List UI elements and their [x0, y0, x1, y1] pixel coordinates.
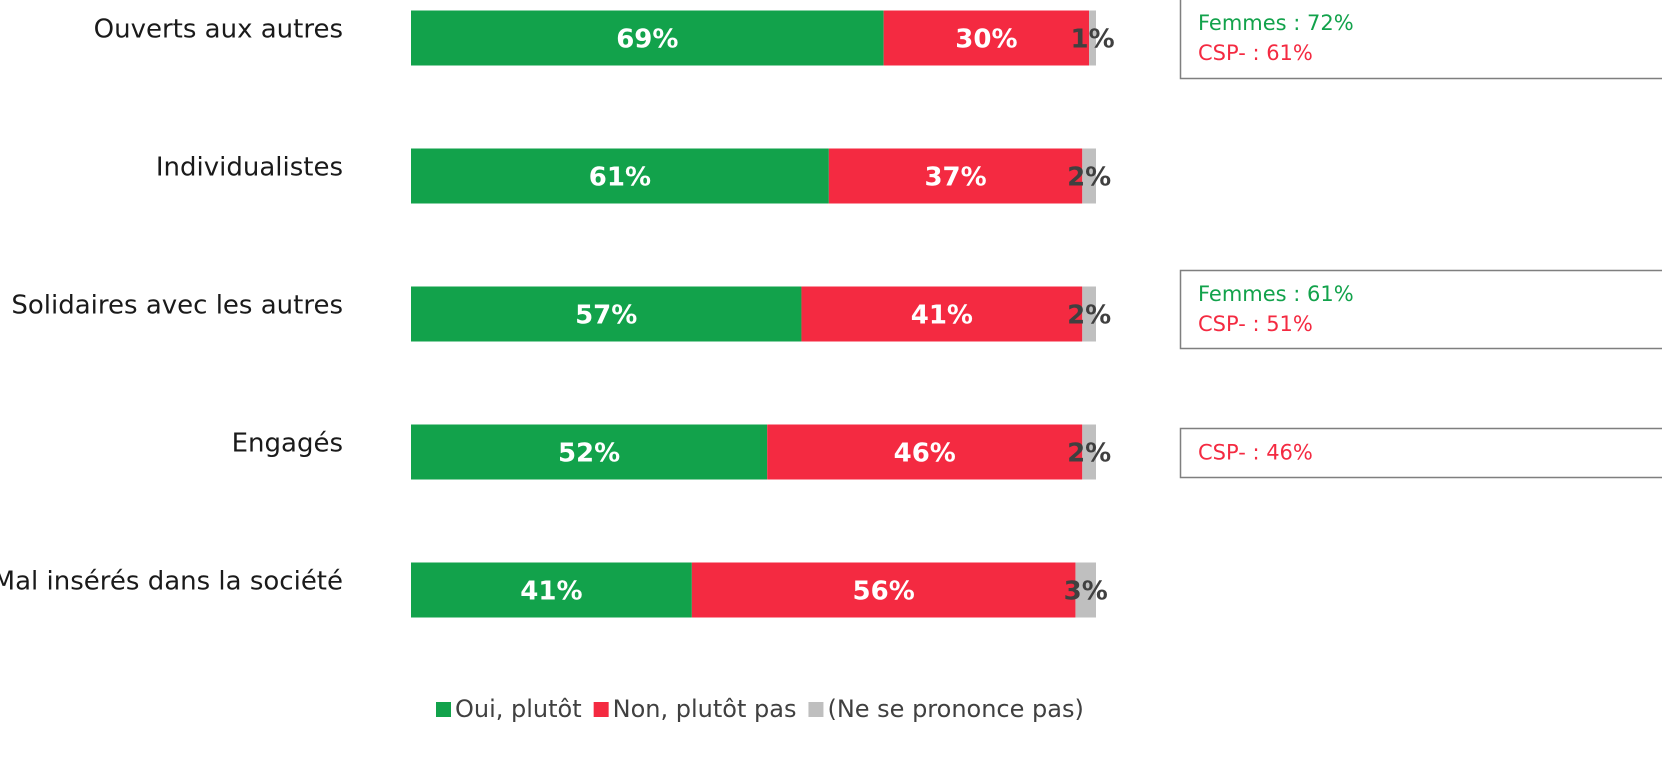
- annotation-box: [1179, 0, 1662, 80]
- bar-segment: [411, 286, 802, 342]
- value-label: 37%: [924, 163, 986, 193]
- bar-segment: [767, 424, 1083, 480]
- value-label: 69%: [616, 25, 678, 55]
- bar-segment: [1082, 424, 1096, 480]
- bar-segment: [691, 562, 1076, 618]
- value-label: 41%: [911, 301, 973, 331]
- bar-segment: [411, 424, 768, 480]
- bar-segment: [1082, 148, 1096, 204]
- bar-segment: [883, 10, 1090, 66]
- value-label: 56%: [853, 577, 915, 607]
- bar-segment: [411, 562, 692, 618]
- value-label: 46%: [894, 439, 956, 469]
- annotation-box: [1179, 427, 1662, 479]
- bar-segment: [411, 148, 829, 204]
- bar-segment: [1082, 286, 1096, 342]
- legend-swatch: [808, 702, 824, 717]
- value-label: 2%: [1067, 163, 1111, 193]
- bar-segment: [1075, 562, 1096, 618]
- annotation-text: CSP- : 51%: [1198, 312, 1313, 336]
- bar-segment: [828, 148, 1083, 204]
- legend-label: (Ne se prononce pas): [827, 695, 1083, 723]
- annotation-text: CSP- : 61%: [1198, 41, 1313, 65]
- value-label: 2%: [1067, 301, 1111, 331]
- legend-label: Non, plutôt pas: [613, 695, 797, 723]
- category-label: Individualistes: [156, 153, 343, 183]
- bar-segment: [1089, 10, 1096, 66]
- value-label: 2%: [1067, 439, 1111, 469]
- category-label: Engagés: [232, 429, 343, 459]
- value-label: 52%: [558, 439, 620, 469]
- legend-swatch: [436, 702, 451, 717]
- annotation-text: Femmes : 72%: [1198, 11, 1354, 35]
- bar-segment: [411, 10, 884, 66]
- legend-swatch: [593, 702, 609, 717]
- value-label: 41%: [520, 577, 582, 607]
- category-label: Mal insérés dans la société: [0, 567, 343, 597]
- value-label: 3%: [1064, 577, 1108, 607]
- bar-segment: [801, 286, 1083, 342]
- legend-label: Oui, plutôt: [455, 695, 582, 723]
- annotation-text: CSP- : 46%: [1198, 441, 1313, 465]
- value-label: 1%: [1070, 25, 1114, 55]
- annotation-text: Femmes : 61%: [1198, 282, 1354, 306]
- value-label: 57%: [575, 301, 637, 331]
- annotation-box: [1179, 269, 1662, 350]
- value-label: 61%: [589, 163, 651, 193]
- value-label: 30%: [955, 25, 1017, 55]
- category-label: Ouverts aux autres: [94, 15, 343, 45]
- category-label: Solidaires avec les autres: [11, 291, 343, 321]
